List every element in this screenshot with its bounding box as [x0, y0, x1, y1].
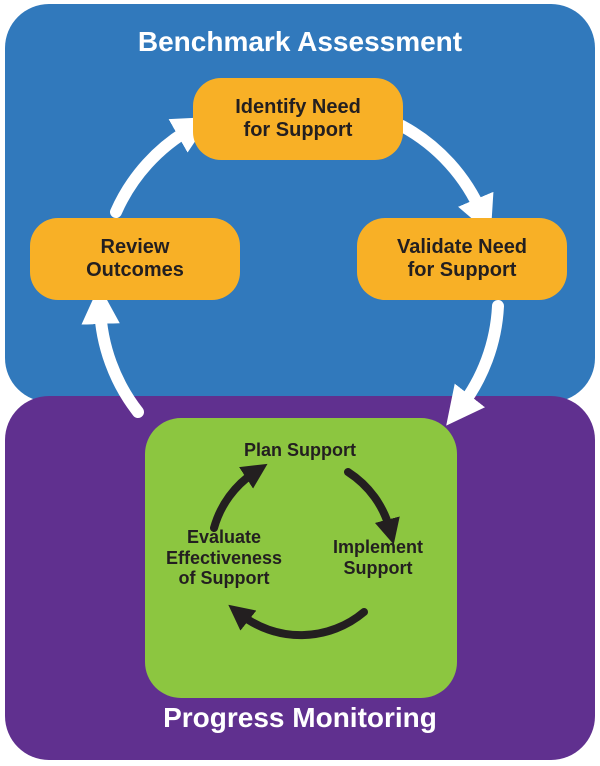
- diagram-stage: Benchmark Assessment Progress Monitoring…: [0, 0, 600, 766]
- node-review-outcomes: ReviewOutcomes: [30, 218, 240, 300]
- benchmark-assessment-panel: Benchmark Assessment: [5, 4, 595, 402]
- progress-title: Progress Monitoring: [5, 702, 595, 734]
- benchmark-title: Benchmark Assessment: [5, 26, 595, 58]
- node-identify-need: Identify Needfor Support: [193, 78, 403, 160]
- node-validate-need: Validate Needfor Support: [357, 218, 567, 300]
- node-implement-support: ImplementSupport: [298, 537, 458, 578]
- node-plan-support: Plan Support: [220, 440, 380, 461]
- node-evaluate-effectiveness: EvaluateEffectivenessof Support: [144, 527, 304, 589]
